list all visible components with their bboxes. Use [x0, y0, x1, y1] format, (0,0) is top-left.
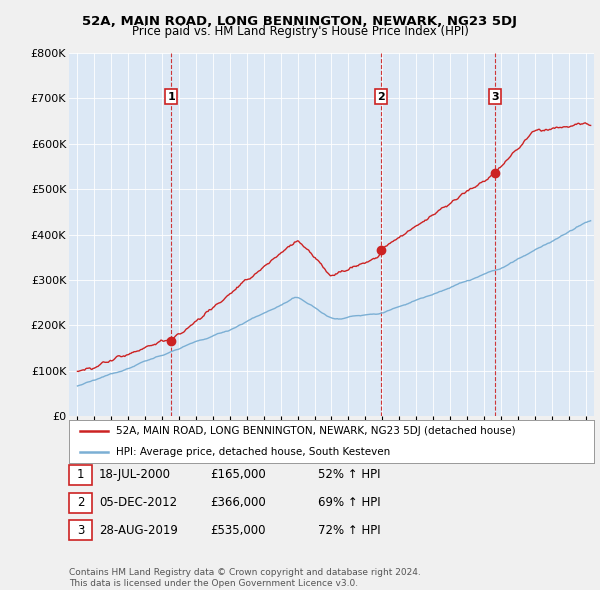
Text: 52A, MAIN ROAD, LONG BENNINGTON, NEWARK, NG23 5DJ (detached house): 52A, MAIN ROAD, LONG BENNINGTON, NEWARK,… [116, 426, 516, 436]
Text: 2: 2 [377, 91, 385, 101]
Text: 28-AUG-2019: 28-AUG-2019 [99, 524, 178, 537]
Text: 52A, MAIN ROAD, LONG BENNINGTON, NEWARK, NG23 5DJ: 52A, MAIN ROAD, LONG BENNINGTON, NEWARK,… [83, 15, 517, 28]
Text: 52% ↑ HPI: 52% ↑ HPI [318, 468, 380, 481]
Text: 1: 1 [77, 468, 84, 481]
Text: 18-JUL-2000: 18-JUL-2000 [99, 468, 171, 481]
Text: 2: 2 [77, 496, 84, 509]
Text: £165,000: £165,000 [210, 468, 266, 481]
Text: Contains HM Land Registry data © Crown copyright and database right 2024.
This d: Contains HM Land Registry data © Crown c… [69, 568, 421, 588]
Text: HPI: Average price, detached house, South Kesteven: HPI: Average price, detached house, Sout… [116, 447, 391, 457]
Text: 05-DEC-2012: 05-DEC-2012 [99, 496, 177, 509]
Text: 3: 3 [491, 91, 499, 101]
Text: 3: 3 [77, 524, 84, 537]
Text: £366,000: £366,000 [210, 496, 266, 509]
Text: Price paid vs. HM Land Registry's House Price Index (HPI): Price paid vs. HM Land Registry's House … [131, 25, 469, 38]
Text: 72% ↑ HPI: 72% ↑ HPI [318, 524, 380, 537]
Text: £535,000: £535,000 [210, 524, 265, 537]
Text: 69% ↑ HPI: 69% ↑ HPI [318, 496, 380, 509]
Text: 1: 1 [167, 91, 175, 101]
